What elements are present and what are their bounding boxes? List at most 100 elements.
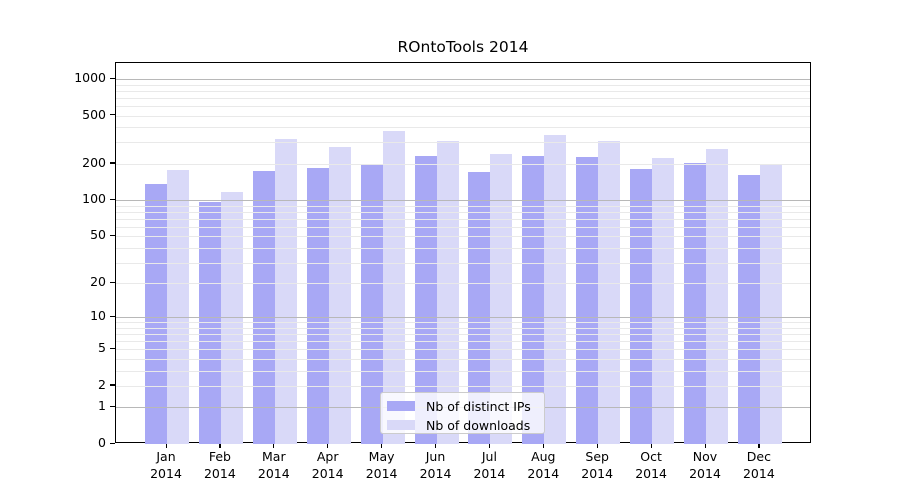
gridline-major xyxy=(116,79,810,80)
x-tick-mark xyxy=(165,443,167,448)
gridline-major xyxy=(116,200,810,202)
plot-area xyxy=(115,62,811,444)
gridline-minor xyxy=(116,370,810,372)
y-tick-mark xyxy=(110,281,115,283)
gridline-minor xyxy=(116,322,810,324)
x-tick-mark xyxy=(273,443,275,448)
bar-distinct-ips-jun xyxy=(414,156,437,444)
y-tick-mark xyxy=(110,198,115,200)
legend-swatch-downloads-icon xyxy=(387,420,415,430)
y-axis-tick-label: 0 xyxy=(98,435,106,450)
gridline-minor xyxy=(116,84,810,86)
x-tick-mark xyxy=(650,443,652,448)
bar-distinct-ips-may xyxy=(360,164,383,444)
legend-row-downloads: Nb of downloads xyxy=(387,417,536,433)
x-axis-tick-label: Apr 2014 xyxy=(300,449,356,482)
x-axis-tick-year: 2014 xyxy=(311,465,344,481)
gridline-minor xyxy=(116,385,810,387)
y-axis-tick-label: 50 xyxy=(90,227,106,243)
x-axis-tick-label: Nov 2014 xyxy=(677,449,733,482)
x-axis-tick-year: 2014 xyxy=(365,465,398,481)
y-tick-mark xyxy=(110,347,115,350)
gridline-minor xyxy=(116,334,810,336)
gridline-minor xyxy=(116,163,810,165)
x-tick-mark xyxy=(327,443,329,448)
y-tick-mark xyxy=(110,384,115,386)
x-axis-tick-label: Feb 2014 xyxy=(192,449,248,482)
bar-downloads-apr xyxy=(328,146,351,444)
x-axis-tick-year: 2014 xyxy=(473,465,506,481)
gridline-major xyxy=(116,317,810,319)
bar-distinct-ips-aug xyxy=(522,155,545,444)
y-axis-tick-label: 100 xyxy=(82,191,106,207)
y-tick-mark xyxy=(110,405,115,408)
x-axis-tick-year: 2014 xyxy=(257,465,290,481)
x-tick-mark xyxy=(596,443,598,448)
bar-downloads-may xyxy=(382,131,405,444)
gridline-minor xyxy=(116,97,810,99)
y-axis-tick-label: 2 xyxy=(98,376,106,392)
bar-downloads-jun xyxy=(436,141,459,444)
x-axis-tick-label: May 2014 xyxy=(354,449,410,482)
legend-swatch-distinct-ips-icon xyxy=(387,401,415,411)
gridline-minor xyxy=(116,105,810,107)
y-tick-mark xyxy=(110,77,115,79)
bar-distinct-ips-jan xyxy=(145,184,167,444)
x-axis-tick-year: 2014 xyxy=(689,465,721,481)
x-axis-tick-year: 2014 xyxy=(635,465,667,481)
y-axis-tick-label: 10 xyxy=(90,308,106,324)
bar-distinct-ips-sep xyxy=(576,156,599,444)
gridline-minor xyxy=(116,226,810,228)
gridline-minor xyxy=(116,358,810,360)
x-tick-mark xyxy=(488,443,491,448)
x-axis-tick-label: Jul 2014 xyxy=(461,449,517,482)
legend: Nb of distinct IPs Nb of downloads xyxy=(380,392,545,434)
gridline-minor xyxy=(116,142,810,144)
gridline-minor xyxy=(116,247,810,249)
bar-distinct-ips-nov xyxy=(684,162,706,444)
bar-downloads-dec xyxy=(759,164,782,444)
x-axis-tick-year: 2014 xyxy=(203,465,236,481)
gridline-minor xyxy=(116,283,810,285)
x-axis-tick-label: Mar 2014 xyxy=(246,449,302,482)
x-axis-tick-year: 2014 xyxy=(150,465,182,481)
x-tick-mark xyxy=(542,443,544,448)
gridline-minor xyxy=(116,211,810,213)
x-axis-tick-year: 2014 xyxy=(419,465,452,481)
x-axis-tick-label: Oct 2014 xyxy=(623,449,679,482)
bar-distinct-ips-oct xyxy=(630,169,653,444)
bar-distinct-ips-dec xyxy=(737,174,760,444)
x-tick-mark xyxy=(704,443,706,448)
gridline-minor xyxy=(116,205,810,207)
gridline-minor xyxy=(116,262,810,264)
bar-downloads-oct xyxy=(652,157,675,444)
x-tick-mark xyxy=(758,443,760,448)
y-axis-tick-label: 200 xyxy=(82,154,106,170)
legend-label-distinct-ips: Nb of distinct IPs xyxy=(426,398,531,414)
y-tick-mark xyxy=(110,315,115,317)
bar-downloads-sep xyxy=(598,140,621,444)
x-tick-mark xyxy=(381,443,383,448)
legend-label-downloads: Nb of downloads xyxy=(426,417,531,433)
gridline-minor xyxy=(116,218,810,220)
x-axis-tick-label: Aug 2014 xyxy=(515,449,571,482)
chart-title: ROntoTools 2014 xyxy=(397,38,529,56)
x-axis-tick-label: Jun 2014 xyxy=(408,449,464,482)
y-tick-mark xyxy=(110,442,115,444)
y-tick-mark xyxy=(110,114,115,116)
x-axis-tick-year: 2014 xyxy=(527,465,560,481)
bar-distinct-ips-apr xyxy=(306,168,329,444)
x-axis-tick-year: 2014 xyxy=(581,465,614,481)
y-axis-tick-label: 5 xyxy=(98,340,106,356)
bar-downloads-mar xyxy=(274,139,297,444)
gridline-minor xyxy=(116,236,810,238)
x-tick-mark xyxy=(219,443,221,448)
x-axis-tick-year: 2014 xyxy=(742,465,775,481)
bar-downloads-nov xyxy=(706,148,728,444)
bar-distinct-ips-mar xyxy=(252,170,275,444)
y-axis-tick-label: 1 xyxy=(98,398,106,414)
bar-downloads-aug xyxy=(544,134,567,444)
legend-row-distinct-ips: Nb of distinct IPs xyxy=(387,398,536,414)
gridline-minor xyxy=(116,127,810,129)
gridline-minor xyxy=(116,341,810,343)
